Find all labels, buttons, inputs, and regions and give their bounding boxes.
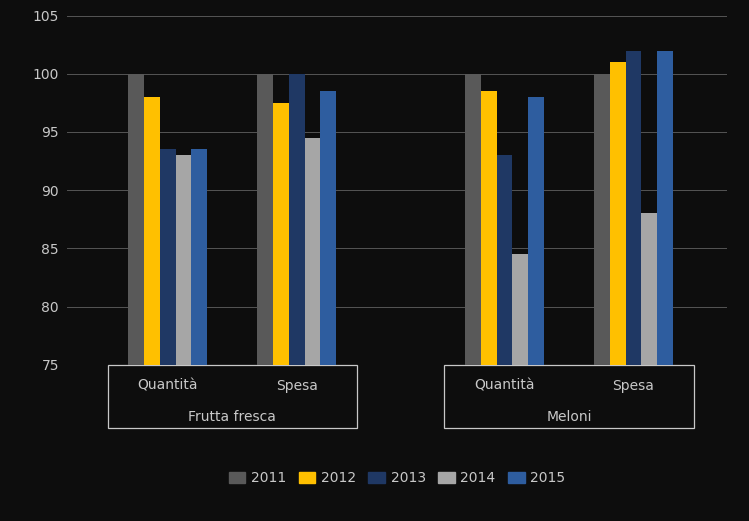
Bar <box>625 51 641 521</box>
Bar <box>444 365 694 428</box>
Bar <box>321 91 336 521</box>
Bar <box>657 51 673 521</box>
Text: Quantità: Quantità <box>138 379 198 393</box>
Legend: 2011, 2012, 2013, 2014, 2015: 2011, 2012, 2013, 2014, 2015 <box>223 466 571 491</box>
Text: Quantità: Quantità <box>474 379 535 393</box>
Bar <box>641 214 657 521</box>
Bar <box>289 74 305 521</box>
Bar <box>512 254 528 521</box>
Bar <box>497 155 512 521</box>
Text: Meloni: Meloni <box>546 410 592 424</box>
Bar <box>191 150 207 521</box>
Bar <box>594 74 610 521</box>
Bar <box>273 103 289 521</box>
Bar <box>305 138 321 521</box>
Bar <box>481 91 497 521</box>
Bar <box>175 155 191 521</box>
Text: Spesa: Spesa <box>276 379 318 393</box>
Bar <box>144 97 160 521</box>
Bar <box>465 74 481 521</box>
Bar <box>257 74 273 521</box>
Bar <box>160 150 175 521</box>
Bar <box>610 62 625 521</box>
Bar <box>528 97 544 521</box>
Text: Spesa: Spesa <box>613 379 655 393</box>
Text: Frutta fresca: Frutta fresca <box>188 410 276 424</box>
Bar <box>108 365 357 428</box>
Bar <box>128 74 144 521</box>
